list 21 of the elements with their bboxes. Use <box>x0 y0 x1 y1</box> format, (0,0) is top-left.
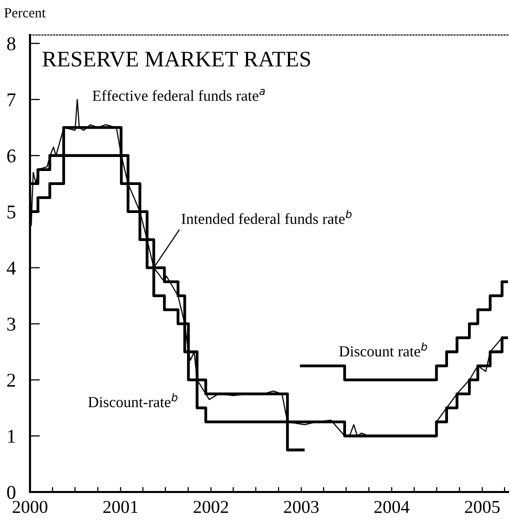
y-tick-label: 1 <box>8 430 15 443</box>
series-label: Discount-rate$^{b}$ <box>88 393 178 408</box>
y-tick-label: 5 <box>8 206 16 219</box>
series-label: Effective federal funds rate$^{a}$ <box>92 88 265 101</box>
y-axis-title: Percent <box>4 8 46 18</box>
x-tick-label: 2005 <box>464 500 500 514</box>
x-tick-label: 2002 <box>194 500 228 514</box>
series-label: Discount rate$^{b}$ <box>339 342 428 357</box>
y-tick-label: 4 <box>6 262 16 274</box>
text: Intended federal funds rate$^{b}$ <box>182 210 352 224</box>
y-tick-label: 8 <box>7 37 16 50</box>
y-tick-label: 2 <box>7 374 16 387</box>
x-tick-label: 2000 <box>12 500 48 514</box>
text: RESERVE MARKET RATES <box>42 52 310 67</box>
x-tick-label: 2003 <box>284 500 319 514</box>
y-tick-label: 0 <box>7 486 16 499</box>
y-tick-label: 6 <box>7 149 16 162</box>
x-tick-label: 2001 <box>103 500 138 514</box>
x-tick-label: 2004 <box>374 500 410 514</box>
y-tick-label: 7 <box>8 94 16 106</box>
y-tick-label: 3 <box>7 318 16 331</box>
